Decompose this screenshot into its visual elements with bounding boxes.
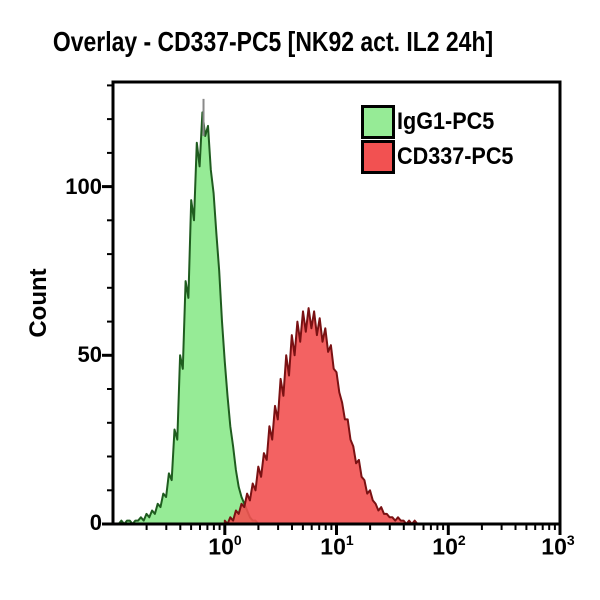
legend-label-igg1-pc5: IgG1-PC5 xyxy=(397,107,495,135)
histogram-igg1-pc5 xyxy=(117,111,260,525)
x-tick-label-100: 102 xyxy=(432,532,466,560)
x-tick-label-1: 100 xyxy=(208,532,242,560)
legend-swatch-igg1-pc5 xyxy=(361,104,395,139)
legend-swatch-cd337-pc5 xyxy=(361,139,395,174)
y-tick-label-0: 0 xyxy=(89,510,102,535)
legend-item-cd337-pc5: CD337-PC5 xyxy=(361,139,526,174)
legend: IgG1-PC5 CD337-PC5 xyxy=(361,104,526,174)
legend-item-igg1-pc5: IgG1-PC5 xyxy=(361,104,526,139)
chart-title: Overlay - CD337-PC5 [NK92 act. IL2 24h] xyxy=(52,26,494,57)
histogram-cd337-pc5 xyxy=(223,307,422,525)
legend-label-cd337-pc5: CD337-PC5 xyxy=(397,142,514,170)
y-tick-label-100: 100 xyxy=(65,174,102,199)
y-tick-label-50: 50 xyxy=(77,342,102,367)
x-tick-label-1000: 103 xyxy=(541,532,575,560)
x-tick-label-10: 101 xyxy=(320,532,354,560)
y-axis-label: Count xyxy=(25,268,52,338)
